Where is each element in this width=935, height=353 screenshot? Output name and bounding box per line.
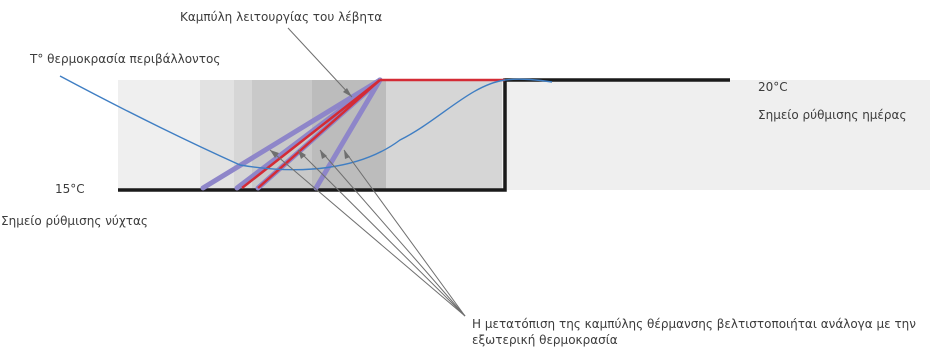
pointer-lines — [269, 27, 466, 317]
arrowhead-shift-3 — [320, 150, 327, 159]
setpoint-step-line — [118, 78, 730, 192]
arrowhead-shift-4 — [344, 150, 350, 159]
boiler-heating-curve — [241, 78, 505, 189]
boiler-curve-label: Καμπύλη λειτουργίας του λέβητα — [180, 10, 383, 24]
arrowhead-shift-1 — [270, 150, 279, 158]
shifted-curve-4 — [313, 77, 383, 191]
day-temperature-value: 20°C — [758, 80, 788, 94]
night-temperature-value: 15°C — [55, 182, 85, 196]
pointer-shift-3 — [319, 149, 466, 317]
boiler-curve-steep-left — [241, 79, 381, 189]
boiler-curve-steep-right — [257, 79, 381, 189]
arrowhead-boiler — [343, 88, 352, 97]
shading-zones — [118, 80, 930, 190]
day-setpoint-label: Σημείο ρύθμισης ημέρας — [758, 108, 907, 122]
pointer-boiler-curve — [287, 27, 353, 98]
pointer-shift-2 — [297, 149, 466, 317]
pointer-shift-4 — [343, 149, 466, 317]
shifted-curve-1 — [200, 77, 383, 191]
night-setpoint-label: Σημείο ρύθμισης νύχτας — [1, 214, 148, 228]
pointer-arrowheads — [270, 88, 352, 159]
arrowhead-shift-2 — [298, 150, 306, 159]
pointer-shift-1 — [269, 149, 466, 317]
ambient-temperature-label: T° θερμοκρασία περιβάλλοντος — [30, 52, 221, 66]
ambient-temperature-curve — [59, 75, 553, 171]
curve-shift-label: Η μετατόπιση της καμπύλης θέρμανσης βελτ… — [472, 317, 916, 347]
